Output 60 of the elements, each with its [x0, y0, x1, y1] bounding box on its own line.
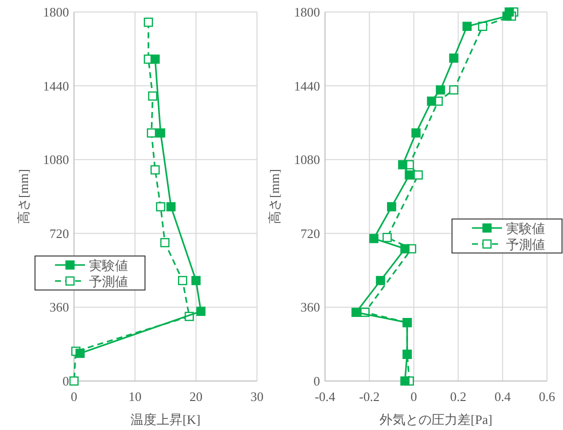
y-tick-label: 1800 — [294, 4, 320, 20]
point — [376, 276, 386, 286]
point — [150, 165, 160, 174]
point — [191, 276, 201, 286]
x-axis-title: 温度上昇[K] — [130, 412, 201, 427]
point — [146, 128, 156, 138]
point — [144, 18, 154, 27]
legend-label: 実験値 — [89, 258, 128, 273]
x-tick-label: -0.2 — [359, 389, 380, 404]
point — [400, 376, 410, 386]
x-tick-label: 10 — [128, 389, 142, 404]
y-tick-label: 1800 — [43, 4, 69, 20]
y-tick-label: 0 — [62, 374, 69, 388]
x-tick-label: 0.6 — [538, 389, 556, 404]
point — [400, 244, 410, 254]
point — [426, 96, 436, 106]
point — [351, 308, 361, 317]
x-tick-label: -0.4 — [314, 389, 336, 404]
x-tick-label: 0 — [410, 389, 418, 404]
x-tick-label: 30 — [250, 389, 264, 404]
y-tick-label: 720 — [300, 226, 320, 241]
point — [148, 91, 158, 101]
point — [166, 202, 176, 212]
point — [150, 54, 160, 64]
legend-label: 予測値 — [506, 237, 545, 252]
point — [369, 234, 378, 244]
y-tick-label: 1440 — [294, 78, 320, 94]
y-tick-label: 360 — [50, 300, 69, 315]
point — [449, 85, 458, 94]
y-tick-label: 1080 — [294, 152, 320, 168]
legend-label: 予測値 — [89, 274, 128, 289]
legend-label: 実験値 — [506, 221, 545, 236]
point — [462, 22, 472, 31]
point — [411, 128, 421, 138]
point — [196, 306, 206, 316]
point — [502, 12, 512, 21]
y-tick-label: 0 — [314, 374, 320, 388]
point — [436, 85, 446, 94]
point — [398, 160, 408, 170]
point — [414, 170, 423, 180]
y-tick-label: 1440 — [43, 78, 69, 94]
point — [382, 232, 392, 242]
x-tick-label: 20 — [190, 389, 202, 404]
y-tick-label: 360 — [300, 300, 320, 315]
point — [178, 276, 188, 286]
y-axis-title: 高さ[mm] — [267, 169, 282, 224]
point — [160, 238, 170, 248]
point — [156, 202, 166, 212]
point — [69, 376, 79, 386]
point — [404, 170, 414, 180]
y-axis-title: 高さ[mm] — [16, 169, 31, 224]
x-tick-label: 0.4 — [494, 389, 512, 404]
point — [76, 348, 85, 358]
x-axis-title: 外気との圧力差[Pa] — [380, 412, 492, 427]
y-tick-label: 720 — [50, 226, 69, 241]
point — [156, 128, 166, 138]
x-tick-label: 0.2 — [450, 389, 466, 404]
point — [387, 202, 396, 212]
y-tick-label: 1080 — [43, 152, 69, 168]
point — [449, 54, 458, 63]
